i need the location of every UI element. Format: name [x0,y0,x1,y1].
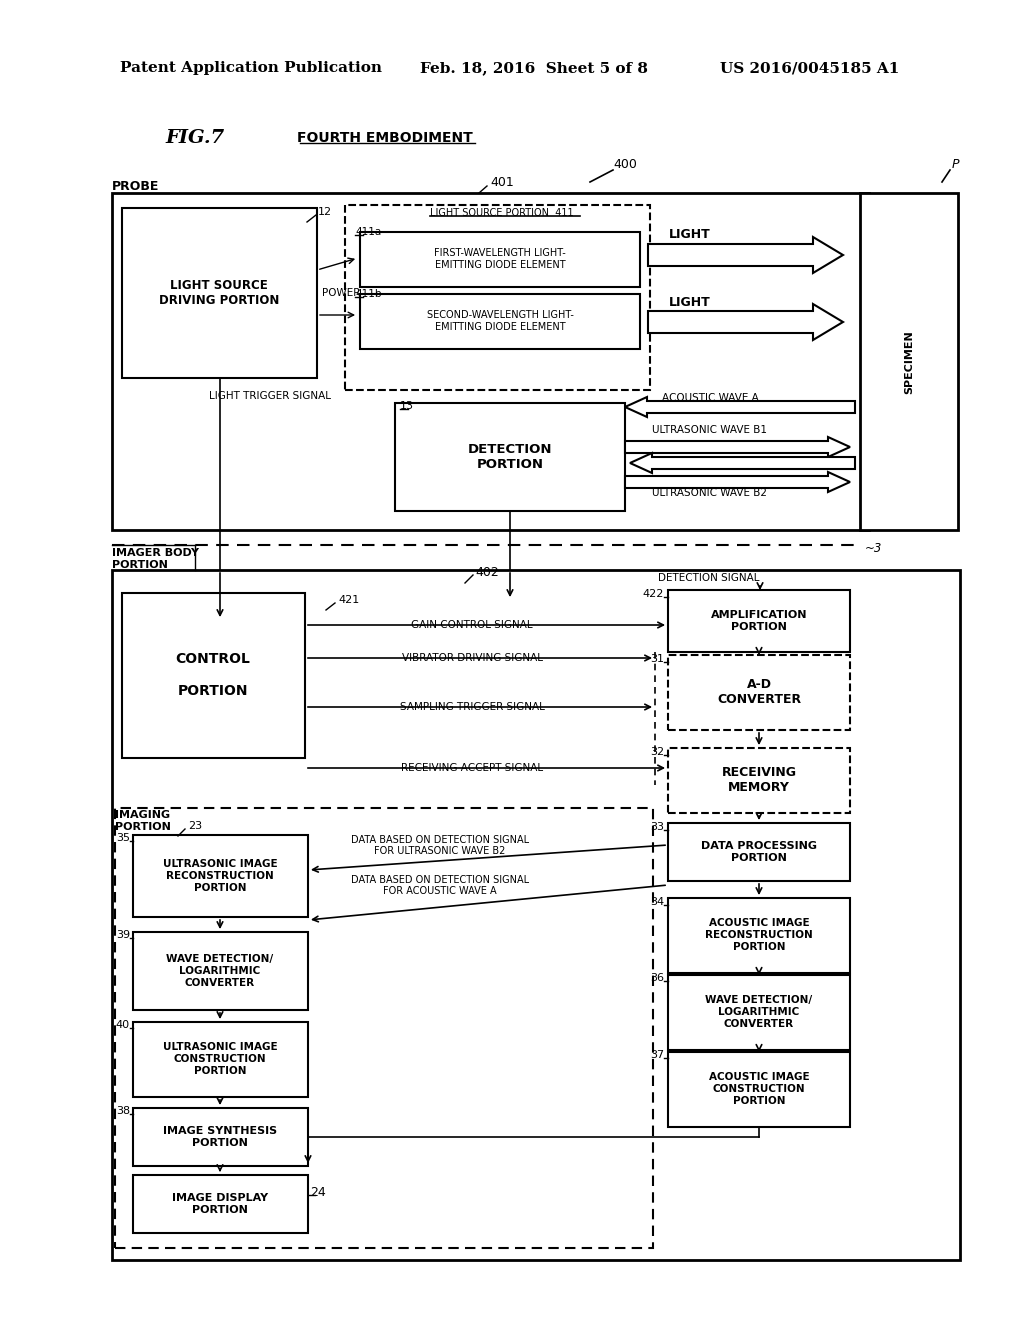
Bar [668,975,850,1049]
Text: SECOND-WAVELENGTH LIGHT-
EMITTING DIODE ELEMENT: SECOND-WAVELENGTH LIGHT- EMITTING DIODE … [427,310,573,331]
Text: 401: 401 [490,177,514,190]
Text: 24: 24 [310,1185,326,1199]
Bar [133,932,308,1010]
Text: POWER: POWER [322,288,360,298]
Bar [668,655,850,730]
Text: LIGHT TRIGGER SIGNAL: LIGHT TRIGGER SIGNAL [209,391,331,401]
Bar [668,898,850,973]
Text: LIGHT SOURCE PORTION  411: LIGHT SOURCE PORTION 411 [430,209,573,218]
Text: GAIN CONTROL SIGNAL: GAIN CONTROL SIGNAL [412,620,532,630]
Text: 421: 421 [338,595,359,605]
Text: 400: 400 [613,158,637,172]
Text: Feb. 18, 2016  Sheet 5 of 8: Feb. 18, 2016 Sheet 5 of 8 [420,61,648,75]
Text: 40: 40 [116,1020,130,1030]
Text: AMPLIFICATION
PORTION: AMPLIFICATION PORTION [711,610,807,632]
Bar [112,570,961,1261]
Text: 411a: 411a [355,227,381,238]
FancyArrow shape [630,453,855,473]
Bar [112,193,869,531]
Text: 36: 36 [650,973,664,983]
Bar [115,808,653,1247]
Text: ULTRASONIC WAVE B1: ULTRASONIC WAVE B1 [652,425,768,436]
FancyArrow shape [625,397,855,417]
Text: 13: 13 [400,401,414,411]
FancyArrow shape [648,238,843,273]
Text: RECEIVING ACCEPT SIGNAL: RECEIVING ACCEPT SIGNAL [401,763,543,774]
Text: ULTRASONIC IMAGE
RECONSTRUCTION
PORTION: ULTRASONIC IMAGE RECONSTRUCTION PORTION [163,859,278,892]
Text: LIGHT SOURCE
DRIVING PORTION: LIGHT SOURCE DRIVING PORTION [159,279,280,308]
Text: CONTROL

PORTION: CONTROL PORTION [175,652,251,698]
Text: A-D
CONVERTER: A-D CONVERTER [717,678,801,706]
Text: ACOUSTIC IMAGE
RECONSTRUCTION
PORTION: ACOUSTIC IMAGE RECONSTRUCTION PORTION [706,919,813,952]
Text: FOURTH EMBODIMENT: FOURTH EMBODIMENT [297,131,473,145]
Bar [360,294,640,348]
Text: WAVE DETECTION/
LOGARITHMIC
CONVERTER: WAVE DETECTION/ LOGARITHMIC CONVERTER [706,995,813,1028]
Bar [668,822,850,880]
Text: DATA BASED ON DETECTION SIGNAL: DATA BASED ON DETECTION SIGNAL [351,875,529,884]
Bar [345,205,650,389]
Text: PORTION: PORTION [112,560,168,570]
Text: 31: 31 [650,653,664,664]
FancyArrow shape [625,473,850,492]
Text: ACOUSTIC IMAGE
CONSTRUCTION
PORTION: ACOUSTIC IMAGE CONSTRUCTION PORTION [709,1072,809,1106]
Text: SPECIMEN: SPECIMEN [904,330,914,393]
Text: 33: 33 [650,822,664,832]
Text: WAVE DETECTION/
LOGARITHMIC
CONVERTER: WAVE DETECTION/ LOGARITHMIC CONVERTER [167,954,273,987]
Text: ULTRASONIC WAVE B2: ULTRASONIC WAVE B2 [652,488,768,498]
Text: SAMPLING TRIGGER SIGNAL: SAMPLING TRIGGER SIGNAL [399,702,545,711]
Text: US 2016/0045185 A1: US 2016/0045185 A1 [720,61,899,75]
Text: LIGHT: LIGHT [669,296,711,309]
Text: IMAGE DISPLAY
PORTION: IMAGE DISPLAY PORTION [172,1193,268,1214]
Bar [133,1107,308,1166]
Text: 37: 37 [650,1049,664,1060]
Text: 411b: 411b [355,289,382,300]
Bar [668,1052,850,1127]
Text: PROBE: PROBE [112,180,160,193]
Text: 39: 39 [116,931,130,940]
Text: PORTION: PORTION [115,822,171,832]
Text: ~3: ~3 [865,541,883,554]
Text: 35: 35 [116,833,130,843]
Text: VIBRATOR DRIVING SIGNAL: VIBRATOR DRIVING SIGNAL [401,653,543,663]
Text: DETECTION SIGNAL: DETECTION SIGNAL [658,573,760,583]
Bar [860,193,958,531]
Bar [133,836,308,917]
Text: Patent Application Publication: Patent Application Publication [120,61,382,75]
Bar [133,1175,308,1233]
Bar [122,593,305,758]
Bar [360,232,640,286]
Text: FOR ACOUSTIC WAVE A: FOR ACOUSTIC WAVE A [383,886,497,896]
Bar [133,1022,308,1097]
Text: ULTRASONIC IMAGE
CONSTRUCTION
PORTION: ULTRASONIC IMAGE CONSTRUCTION PORTION [163,1043,278,1076]
Text: 34: 34 [650,898,664,907]
Bar [122,209,317,378]
Text: 12: 12 [318,207,332,216]
Text: ACOUSTIC WAVE A: ACOUSTIC WAVE A [662,393,759,403]
Text: DATA PROCESSING
PORTION: DATA PROCESSING PORTION [701,841,817,863]
Text: 23: 23 [188,821,202,832]
Text: 38: 38 [116,1106,130,1115]
Bar [395,403,625,511]
Text: IMAGE SYNTHESIS
PORTION: IMAGE SYNTHESIS PORTION [163,1126,278,1148]
Bar [668,748,850,813]
Text: FOR ULTRASONIC WAVE B2: FOR ULTRASONIC WAVE B2 [375,846,506,855]
Text: FIRST-WAVELENGTH LIGHT-
EMITTING DIODE ELEMENT: FIRST-WAVELENGTH LIGHT- EMITTING DIODE E… [434,248,566,269]
Text: IMAGING: IMAGING [115,810,170,820]
Text: P: P [951,158,958,172]
Text: DATA BASED ON DETECTION SIGNAL: DATA BASED ON DETECTION SIGNAL [351,836,529,845]
Text: IMAGER BODY: IMAGER BODY [112,548,199,558]
Text: DETECTION
PORTION: DETECTION PORTION [468,444,552,471]
FancyArrow shape [625,437,850,457]
Text: 422: 422 [643,589,664,599]
FancyArrow shape [648,304,843,341]
Bar [668,590,850,652]
Text: RECEIVING
MEMORY: RECEIVING MEMORY [722,766,797,795]
Text: FIG.7: FIG.7 [165,129,224,147]
Text: 32: 32 [650,747,664,756]
Text: LIGHT: LIGHT [669,228,711,242]
Text: 402: 402 [475,565,499,578]
